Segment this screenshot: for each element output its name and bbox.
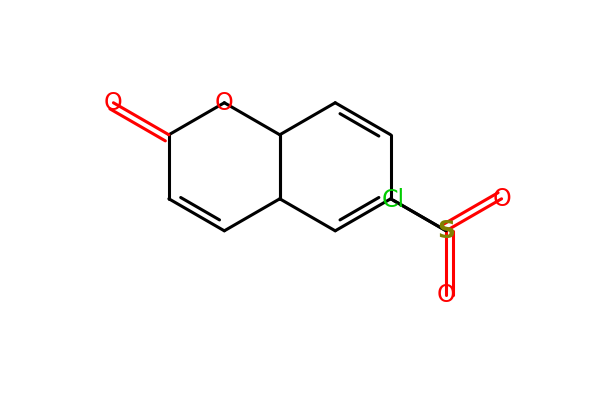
Text: Cl: Cl [382, 188, 405, 212]
Text: O: O [215, 91, 233, 115]
Text: O: O [492, 187, 511, 211]
Text: S: S [437, 219, 455, 243]
Text: O: O [104, 91, 123, 115]
Text: O: O [437, 283, 455, 307]
